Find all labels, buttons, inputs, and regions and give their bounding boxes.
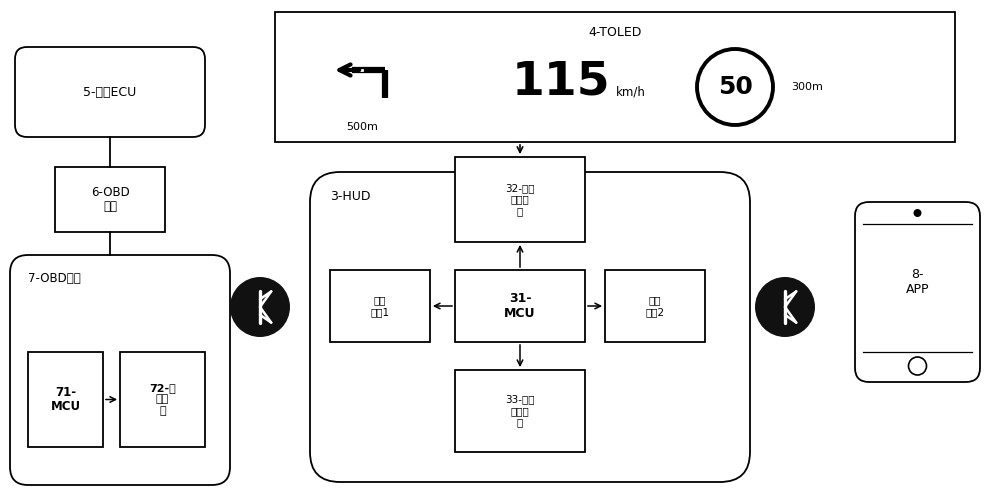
- Circle shape: [914, 209, 922, 217]
- Text: 6-OBD
接口: 6-OBD 接口: [91, 185, 129, 214]
- FancyBboxPatch shape: [310, 172, 750, 482]
- Bar: [120, 352, 205, 447]
- Bar: [605, 270, 705, 342]
- Text: 3-HUD: 3-HUD: [330, 190, 370, 203]
- Text: 8-
APP: 8- APP: [906, 268, 929, 296]
- Bar: [275, 12, 955, 142]
- Bar: [55, 167, 165, 232]
- Text: 31-
MCU: 31- MCU: [504, 292, 536, 320]
- Text: 蓝牙
模块1: 蓝牙 模块1: [370, 295, 390, 317]
- Text: 4-TOLED: 4-TOLED: [588, 26, 642, 39]
- Circle shape: [697, 49, 773, 125]
- Text: 32-显示
控制模
块: 32-显示 控制模 块: [505, 183, 535, 216]
- Circle shape: [230, 277, 290, 337]
- Bar: [330, 270, 430, 342]
- Text: 71-
MCU: 71- MCU: [50, 386, 81, 414]
- FancyBboxPatch shape: [855, 202, 980, 382]
- Text: 300m: 300m: [791, 82, 823, 92]
- Text: 5-车内ECU: 5-车内ECU: [83, 85, 137, 98]
- Circle shape: [909, 357, 927, 375]
- Text: 72-蓝
牙模
块: 72-蓝 牙模 块: [149, 383, 176, 416]
- Text: 7-OBD模块: 7-OBD模块: [28, 272, 81, 285]
- Text: 500m: 500m: [346, 122, 378, 132]
- Text: 蓝牙
模块2: 蓝牙 模块2: [645, 295, 665, 317]
- Circle shape: [755, 277, 815, 337]
- Bar: [455, 157, 585, 242]
- Bar: [455, 270, 585, 342]
- FancyBboxPatch shape: [15, 47, 205, 137]
- Text: km/h: km/h: [616, 85, 645, 98]
- Text: 115: 115: [511, 60, 610, 104]
- Bar: [28, 352, 103, 447]
- Text: 50: 50: [718, 75, 752, 99]
- Text: 33-语音
控制模
块: 33-语音 控制模 块: [505, 395, 535, 427]
- Bar: [455, 370, 585, 452]
- FancyBboxPatch shape: [10, 255, 230, 485]
